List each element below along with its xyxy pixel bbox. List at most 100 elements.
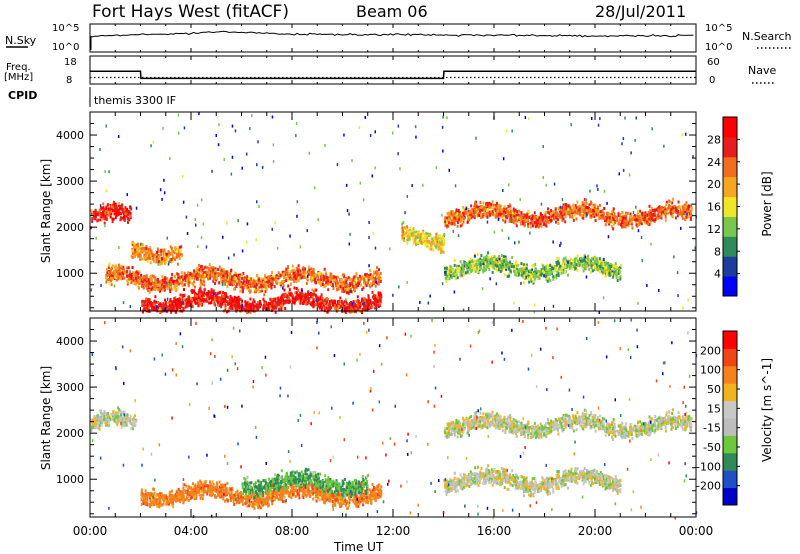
power-cell: [441, 244, 444, 248]
power-cell: [563, 210, 566, 214]
power-cell: [207, 266, 210, 270]
power-cell: [270, 286, 273, 290]
power-cell: [563, 213, 566, 217]
power-cell: [282, 295, 285, 299]
power-cell: [110, 212, 113, 215]
power-cell: [163, 249, 166, 253]
power-cell: [141, 257, 144, 261]
power-cell: [452, 211, 455, 215]
power-cell: [361, 311, 363, 314]
power-cell: [579, 210, 582, 214]
power-cell: [555, 211, 558, 215]
power-cell: [99, 218, 102, 222]
power-cell: [169, 302, 172, 306]
power-cell: [285, 267, 288, 271]
power-cell: [312, 300, 314, 304]
power-cell: [175, 281, 178, 285]
power-cell: [118, 272, 121, 276]
power-cell: [567, 212, 570, 216]
power-cell: [682, 212, 685, 216]
power-cell: [165, 277, 168, 281]
power-cell: [136, 270, 139, 274]
power-cell: [129, 216, 132, 220]
power-cell: [110, 276, 113, 280]
power-cell: [660, 206, 663, 209]
power-cell: [327, 279, 329, 283]
power-cell: [150, 257, 153, 261]
power-cell: [217, 300, 220, 304]
power-cell: [240, 301, 243, 305]
power-cell: [405, 228, 408, 232]
power-cell: [284, 270, 287, 274]
power-cell: [402, 235, 405, 239]
power-cell: [137, 249, 139, 253]
power-cell: [545, 220, 548, 224]
power-cell: [298, 299, 301, 303]
power-cell: [325, 306, 328, 310]
power-cell: [295, 287, 298, 290]
power-cell: [670, 207, 673, 211]
power-cell: [365, 305, 368, 309]
power-cell: [677, 200, 680, 204]
power-cell: [353, 284, 356, 288]
power-cell: [173, 251, 176, 255]
power-cell: [527, 224, 530, 228]
power-cell: [334, 278, 336, 282]
power-cell: [548, 216, 550, 220]
power-cell: [241, 299, 243, 303]
power-cell: [677, 206, 679, 209]
power-cell: [575, 211, 578, 215]
power-cell: [105, 268, 108, 272]
power-cell: [208, 297, 211, 301]
power-cell: [307, 290, 310, 294]
power-cell: [115, 213, 118, 217]
power-cell: [439, 238, 442, 242]
power-cell: [653, 212, 656, 216]
power-cell: [119, 204, 122, 208]
power-cell: [596, 213, 599, 217]
power-cell: [220, 305, 223, 309]
power-cell: [275, 281, 278, 285]
power-cell: [209, 301, 212, 305]
power-cell: [330, 306, 333, 310]
power-cell: [115, 278, 118, 282]
power-cell: [279, 304, 282, 308]
power-cell: [438, 240, 441, 243]
power-cell: [181, 295, 184, 299]
power-cell: [373, 278, 376, 282]
power-cell: [565, 205, 568, 209]
power-cell: [624, 216, 627, 220]
power-cell: [484, 205, 487, 209]
power-cell: [341, 301, 344, 305]
power-cell: [213, 298, 216, 301]
power-cell: [141, 302, 144, 306]
power-cell: [304, 292, 307, 296]
power-cell: [450, 210, 453, 214]
power-cell: [473, 264, 476, 268]
power-cell: [683, 203, 686, 207]
power-cell: [372, 294, 375, 298]
power-cell: [491, 212, 494, 216]
power-cell: [575, 217, 578, 221]
power-cell: [305, 301, 308, 305]
power-cell: [578, 204, 581, 208]
power-cell: [138, 279, 141, 283]
power-cell: [146, 303, 149, 307]
power-cell: [325, 273, 328, 277]
power-cell: [291, 294, 294, 298]
power-cell: [456, 210, 459, 214]
power-cell: [266, 277, 269, 281]
power-cell: [277, 275, 280, 279]
power-cell: [119, 211, 122, 215]
power-cell: [362, 299, 365, 303]
power-cell: [234, 304, 237, 308]
power-cell: [126, 208, 128, 211]
power-cell: [555, 216, 558, 220]
power-cell: [263, 300, 266, 304]
power-cell: [492, 207, 495, 211]
power-cell: [649, 210, 652, 214]
power-cell: [117, 212, 120, 216]
power-cell: [671, 201, 674, 205]
power-cell: [194, 300, 197, 304]
power-cell: [585, 207, 588, 211]
